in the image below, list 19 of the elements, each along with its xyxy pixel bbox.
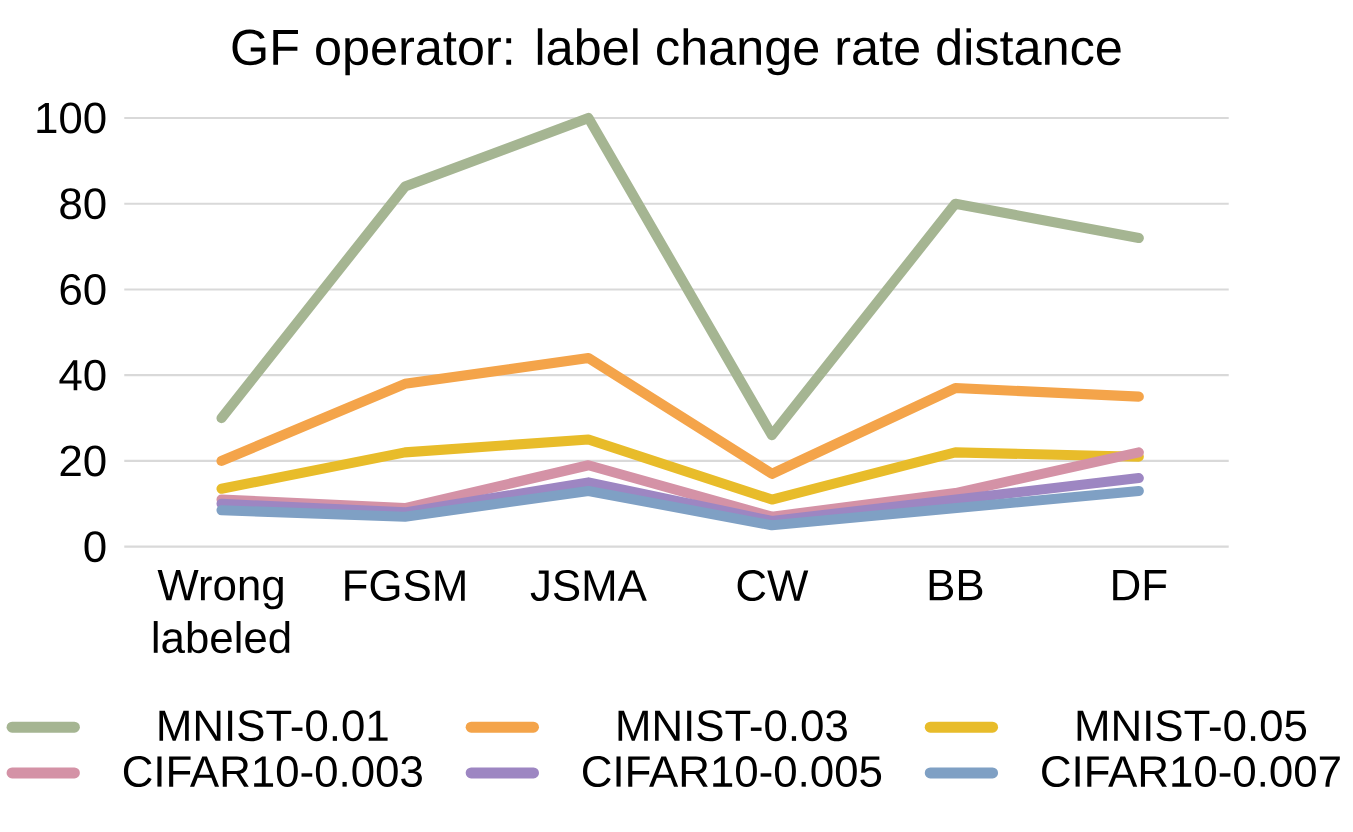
y-tick-label: 80 <box>60 188 106 220</box>
x-tick-label: JSMA <box>530 569 647 601</box>
legend-label: MNIST-0.01 <box>159 710 388 742</box>
legend-label: CIFAR10-0.003 <box>123 755 422 787</box>
x-tick-label: DF <box>1113 569 1167 600</box>
y-tick-label: 100 <box>37 102 106 134</box>
legend-label: MNIST-0.03 <box>618 710 847 742</box>
x-tick-label: Wrong labeled <box>153 569 290 653</box>
y-tick-label: 40 <box>59 359 106 391</box>
x-tick-label: BB <box>929 569 983 600</box>
legend-label: MNIST-0.05 <box>1077 710 1307 742</box>
legend-label: CIFAR10-0.005 <box>583 755 882 787</box>
y-tick-label: 0 <box>84 530 106 562</box>
y-tick-label: 60 <box>60 273 106 305</box>
y-tick-label: 20 <box>60 445 106 477</box>
legend-label: CIFAR10-0.007 <box>1042 755 1340 787</box>
x-tick-label: FGSM <box>345 569 465 601</box>
chart-title: GF operator: label change rate distance <box>232 28 1121 76</box>
x-tick-label: CW <box>737 569 809 601</box>
